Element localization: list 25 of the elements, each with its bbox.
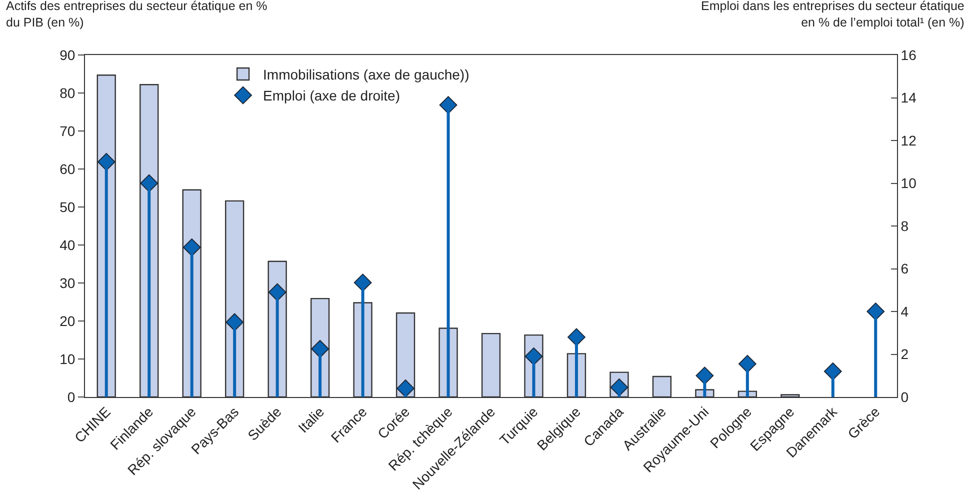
y-tick-label: 10 (60, 350, 76, 367)
y2-tick-label: 10 (900, 175, 917, 192)
y2-tick-label: 14 (900, 90, 917, 106)
y-tick-label: 0 (67, 388, 76, 405)
y2-tick-label: 8 (900, 218, 909, 234)
y-tick-label: 20 (60, 312, 76, 329)
y-axis-title: Actifs des entreprises du secteur étatique en % du PIB (en %) (6, 0, 268, 30)
y2-axis-title: Emploi dans les entreprises du secteur étatique en % de l’emploi total¹ (en %) (701, 0, 964, 30)
x-tick-label: Italie (294, 403, 328, 436)
y-tick-label: 80 (60, 84, 76, 101)
y2-tick-label: 4 (900, 303, 909, 320)
y2-tick-label: 2 (900, 346, 909, 362)
y-tick-label: 30 (60, 274, 76, 291)
point (396, 380, 414, 397)
y2-tick-label: 12 (900, 132, 917, 148)
y2-tick-label: 6 (900, 260, 909, 277)
y-tick-label: 60 (60, 160, 76, 177)
y-tick-label: 90 (60, 46, 76, 63)
y-tick-label: 40 (60, 236, 76, 253)
y-tick-label: 70 (60, 122, 76, 139)
y2-tick-label: 16 (900, 46, 917, 63)
y2-tick-label: 0 (900, 388, 909, 405)
legend-label: Immobilisations (axe de gauche)) (263, 66, 470, 82)
y-tick-label: 50 (60, 198, 76, 215)
legend-label: Emploi (axe de droite) (263, 88, 400, 104)
